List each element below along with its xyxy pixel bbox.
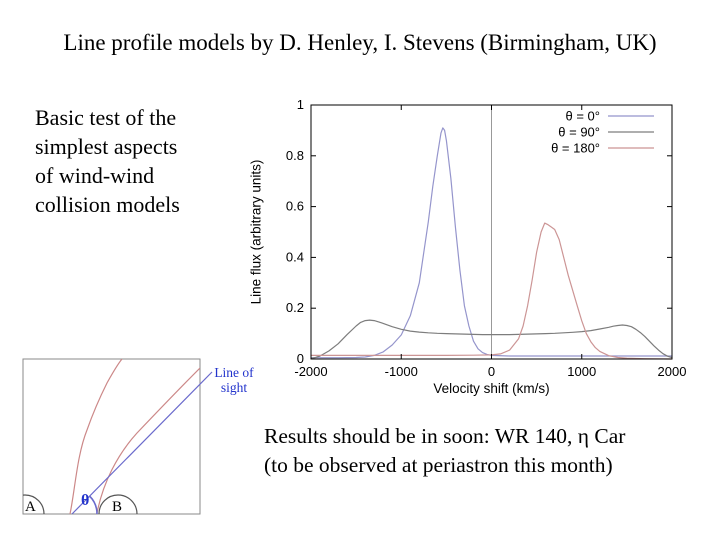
collision-geometry-diagram: θ A B: [22, 358, 213, 515]
left-text-line: collision models: [35, 192, 180, 217]
x-tick-label: 1000: [567, 364, 596, 379]
line-of-sight-label-line: sight: [220, 379, 248, 395]
left-text-block: Basic test of the simplest aspects of wi…: [35, 103, 180, 219]
x-tick-label: 0: [488, 364, 495, 379]
y-tick-label: 0.6: [286, 199, 304, 214]
diagram-frame: [22, 358, 201, 515]
star-a-circle: [23, 494, 45, 514]
star-b-label: B: [112, 499, 122, 515]
theta-label: θ: [81, 492, 89, 509]
legend-label-2: θ = 180°: [551, 141, 600, 156]
legend-label-0: θ = 0°: [566, 109, 600, 124]
left-text-line: simplest aspects: [35, 134, 178, 159]
line-of-sight-label-line: Line of: [214, 365, 254, 380]
line-of-sight-line: [71, 371, 213, 515]
left-text-line: Basic test of the: [35, 105, 177, 130]
results-text-block: Results should be in soon: WR 140, η Car…: [264, 422, 625, 480]
y-axis-label: Line flux (arbitrary units): [248, 159, 264, 305]
y-tick-label: 1: [297, 97, 304, 112]
series-line-2: [310, 222, 673, 360]
left-text-line: of wind-wind: [35, 163, 155, 188]
shock-front-curve-right: [96, 367, 200, 514]
legend-label-1: θ = 90°: [558, 125, 600, 140]
star-a-label: A: [25, 499, 36, 515]
y-tick-label: 0.2: [286, 300, 304, 315]
shock-front-curve-left: [69, 359, 123, 514]
y-tick-label: 0.8: [286, 148, 304, 163]
star-b-circle: [98, 494, 138, 514]
line-profile-chart: -2000 -1000 0 1000 2000 0 0.2 0.4 0.6 0.8 1 θ = 0° θ…: [240, 93, 690, 413]
y-tick-label: 0: [297, 351, 304, 366]
x-tick-label: 2000: [658, 364, 687, 379]
theta-angle-arc: [88, 495, 98, 515]
x-tick-label: -1000: [385, 364, 418, 379]
x-tick-label: -2000: [294, 364, 327, 379]
x-axis-label: Velocity shift (km/s): [433, 381, 550, 396]
page-title: Line profile models by D. Henley, I. Ste…: [63, 30, 657, 55]
results-text-line: (to be observed at periastron this month…: [264, 453, 613, 477]
y-tick-label: 0.4: [286, 249, 304, 264]
results-text-line: Results should be in soon: WR 140, η Car: [264, 424, 626, 448]
line-of-sight-label: Line of sight: [208, 365, 260, 395]
series-line-1: [310, 319, 673, 360]
